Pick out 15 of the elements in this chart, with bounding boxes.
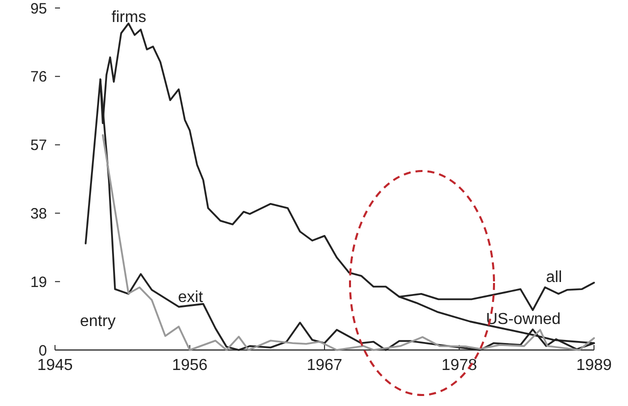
- y-tick-label: 0: [38, 342, 47, 360]
- series-label: all: [546, 269, 562, 286]
- y-tick-label: 38: [30, 205, 47, 222]
- x-tick-label: 1956: [172, 357, 208, 374]
- series-label: entry: [80, 313, 116, 330]
- x-tick-label: 1989: [576, 357, 612, 374]
- x-tick-label: 1945: [37, 357, 73, 374]
- y-tick-label: 76: [30, 68, 47, 86]
- series-label: US-owned: [486, 311, 561, 328]
- y-tick-label: 57: [30, 137, 47, 154]
- chart-title: firms: [112, 9, 146, 26]
- y-tick-label: 95: [30, 0, 47, 18]
- x-tick-label: 1967: [306, 357, 342, 374]
- series-label: exit: [178, 289, 204, 306]
- y-tick-label: 19: [30, 274, 47, 291]
